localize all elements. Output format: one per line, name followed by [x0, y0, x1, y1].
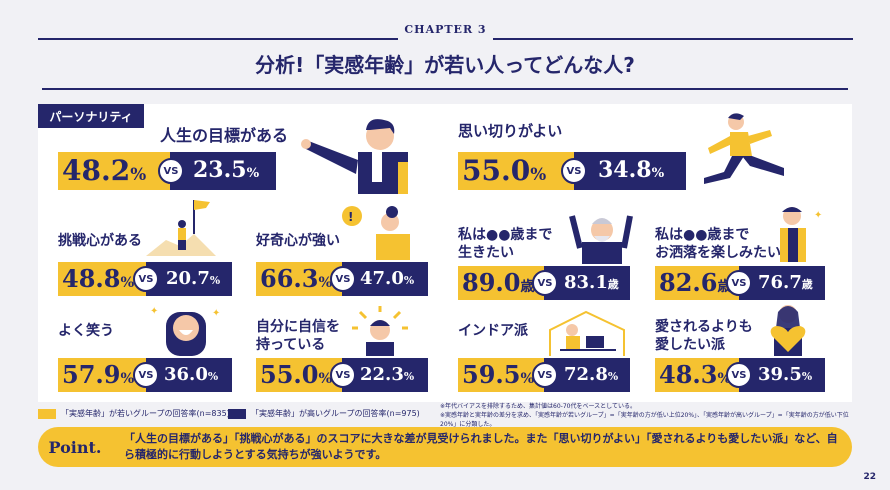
value-old-laugh: 36.0%: [164, 364, 219, 385]
bar-young-love: [655, 358, 739, 392]
footnote: ※年代バイアスを排除するため、集計値は60-70代をベースとしている。: [440, 403, 636, 410]
section-tag: パーソナリティ: [38, 104, 144, 128]
bar-young-fashion-until: [655, 266, 739, 300]
bar-young-curiosity: [256, 262, 342, 296]
indoor-desk-illustration: [549, 310, 625, 356]
legend-young: 「実感年齢」が若いグループの回答率(n=835): [38, 408, 230, 419]
vs-badge: VS: [133, 362, 159, 388]
legend-old: 「実感年齢」が高いグループの回答率(n=975): [228, 408, 420, 419]
svg-text:✦: ✦: [814, 210, 822, 221]
value-young-goal: 48.2%: [62, 154, 147, 187]
item-label-decisive: 思い切りがよい: [458, 122, 563, 140]
point-box: [38, 427, 852, 467]
svg-text:!: !: [348, 210, 353, 224]
footnotes: ※年代バイアスを排除するため、集計値は60-70代をベースとしている。 ※実感年…: [440, 402, 860, 429]
value-old-indoor: 72.8%: [564, 364, 619, 385]
bar-old-laugh: [146, 358, 232, 392]
running-person-illustration: [704, 113, 784, 184]
item-label-confidence-2: 持っている: [256, 337, 326, 353]
laughing-woman-illustration: ✦ ✦: [150, 306, 220, 356]
fashionable-man-illustration: ✦: [780, 207, 822, 262]
bar-young-decisive: [458, 152, 574, 190]
value-old-curiosity: 47.0%: [360, 268, 415, 289]
page-number: 22: [863, 472, 876, 482]
bar-young-live-until: [458, 266, 544, 300]
legend-young-label: 「実感年齢」が若いグループの回答率(n=835): [61, 409, 230, 418]
elderly-man-illustration: [569, 215, 633, 264]
page-title: 分析!「実感年齢」が若い人ってどんな人?: [255, 53, 635, 77]
bar-old-challenge: [146, 262, 232, 296]
bar-old-curiosity: [342, 262, 428, 296]
chapter-rule-left: [38, 38, 398, 40]
bar-old-confidence: [342, 358, 428, 392]
item-label-fashion-until-2: お洒落を楽しみたい: [655, 245, 781, 261]
value-old-confidence: 22.3%: [360, 364, 415, 385]
item-label-curiosity: 好奇心が強い: [256, 233, 340, 249]
item-label-confidence-1: 自分に自信を: [256, 319, 340, 335]
curious-woman-illustration: !: [342, 206, 410, 260]
value-young-live-until: 89.0歳: [462, 268, 535, 297]
value-young-fashion-until: 82.6歳: [659, 268, 732, 297]
value-old-fashion-until: 76.7歳: [758, 272, 813, 293]
legend-old-label: 「実感年齢」が高いグループの回答率(n=975): [251, 409, 420, 418]
value-old-goal: 23.5%: [193, 157, 260, 183]
point-text: 「人生の目標がある」「挑戦心がある」のスコアに大きな差が見受けられました。また「…: [124, 432, 838, 461]
bar-young-goal: [58, 152, 170, 190]
item-label-live-until-1: 私は●●歳まで: [458, 227, 553, 243]
value-old-love: 39.5%: [758, 364, 813, 385]
value-young-laugh: 57.9%: [62, 360, 135, 389]
value-young-confidence: 55.0%: [260, 360, 333, 389]
value-young-decisive: 55.0%: [462, 154, 547, 187]
chapter-label: CHAPTER 3: [404, 23, 487, 36]
mountain-flag-illustration: [146, 200, 216, 256]
item-label-love-1: 愛されるよりも: [655, 319, 753, 335]
bar-old-indoor: [544, 358, 630, 392]
item-label-goal: 人生の目標がある: [160, 126, 289, 145]
value-young-love: 48.3%: [659, 360, 732, 389]
value-young-curiosity: 66.3%: [260, 264, 333, 293]
bar-young-indoor: [458, 358, 544, 392]
item-label-laugh: よく笑う: [58, 323, 114, 339]
item-label-challenge: 挑戦心がある: [58, 233, 142, 249]
footnote: ※実感年齢と実年齢の差分を求め、「実感年齢が若いグループ」=「実年齢の方が低い上…: [440, 412, 849, 428]
vs-badge: VS: [532, 270, 558, 296]
vs-badge: VS: [532, 362, 558, 388]
vs-badge: VS: [330, 362, 356, 388]
bar-young-challenge: [58, 262, 146, 296]
confident-man-illustration: [352, 306, 408, 356]
item-label-indoor: インドア派: [458, 323, 528, 339]
woman-heart-illustration: [770, 305, 806, 356]
page-header: CHAPTER 3 分析!「実感年齢」が若い人ってどんな人?: [0, 0, 890, 100]
bar-young-laugh: [58, 358, 146, 392]
bar-old-goal: [170, 152, 276, 190]
svg-text:✦: ✦: [212, 308, 220, 319]
person-pointing-illustration: [301, 119, 408, 194]
vs-badge: VS: [726, 362, 752, 388]
item-label-live-until-2: 生きたい: [458, 245, 514, 261]
chapter-rule-right: [493, 38, 853, 40]
vs-badge: VS: [330, 266, 356, 292]
bar-old-live-until: [544, 266, 630, 300]
vs-badge: VS: [726, 270, 752, 296]
legend-swatch-young: [38, 408, 56, 419]
value-old-challenge: 20.7%: [166, 268, 221, 289]
vs-badge: VS: [561, 158, 587, 184]
point-label: Point.: [48, 437, 102, 457]
value-old-live-until: 83.1歳: [564, 272, 619, 293]
item-label-fashion-until-1: 私は●●歳まで: [655, 227, 750, 243]
bar-young-confidence: [256, 358, 342, 392]
value-old-decisive: 34.8%: [598, 157, 665, 183]
value-young-challenge: 48.8%: [62, 264, 135, 293]
bar-old-decisive: [574, 152, 686, 190]
value-young-indoor: 59.5%: [462, 360, 535, 389]
svg-text:✦: ✦: [150, 306, 158, 317]
bar-old-love: [739, 358, 825, 392]
vs-badge: VS: [158, 158, 184, 184]
bar-old-fashion-until: [739, 266, 825, 300]
legend-swatch-old: [228, 408, 246, 419]
item-label-love-2: 愛したい派: [655, 337, 725, 353]
title-underline: [42, 88, 848, 90]
vs-badge: VS: [133, 266, 159, 292]
